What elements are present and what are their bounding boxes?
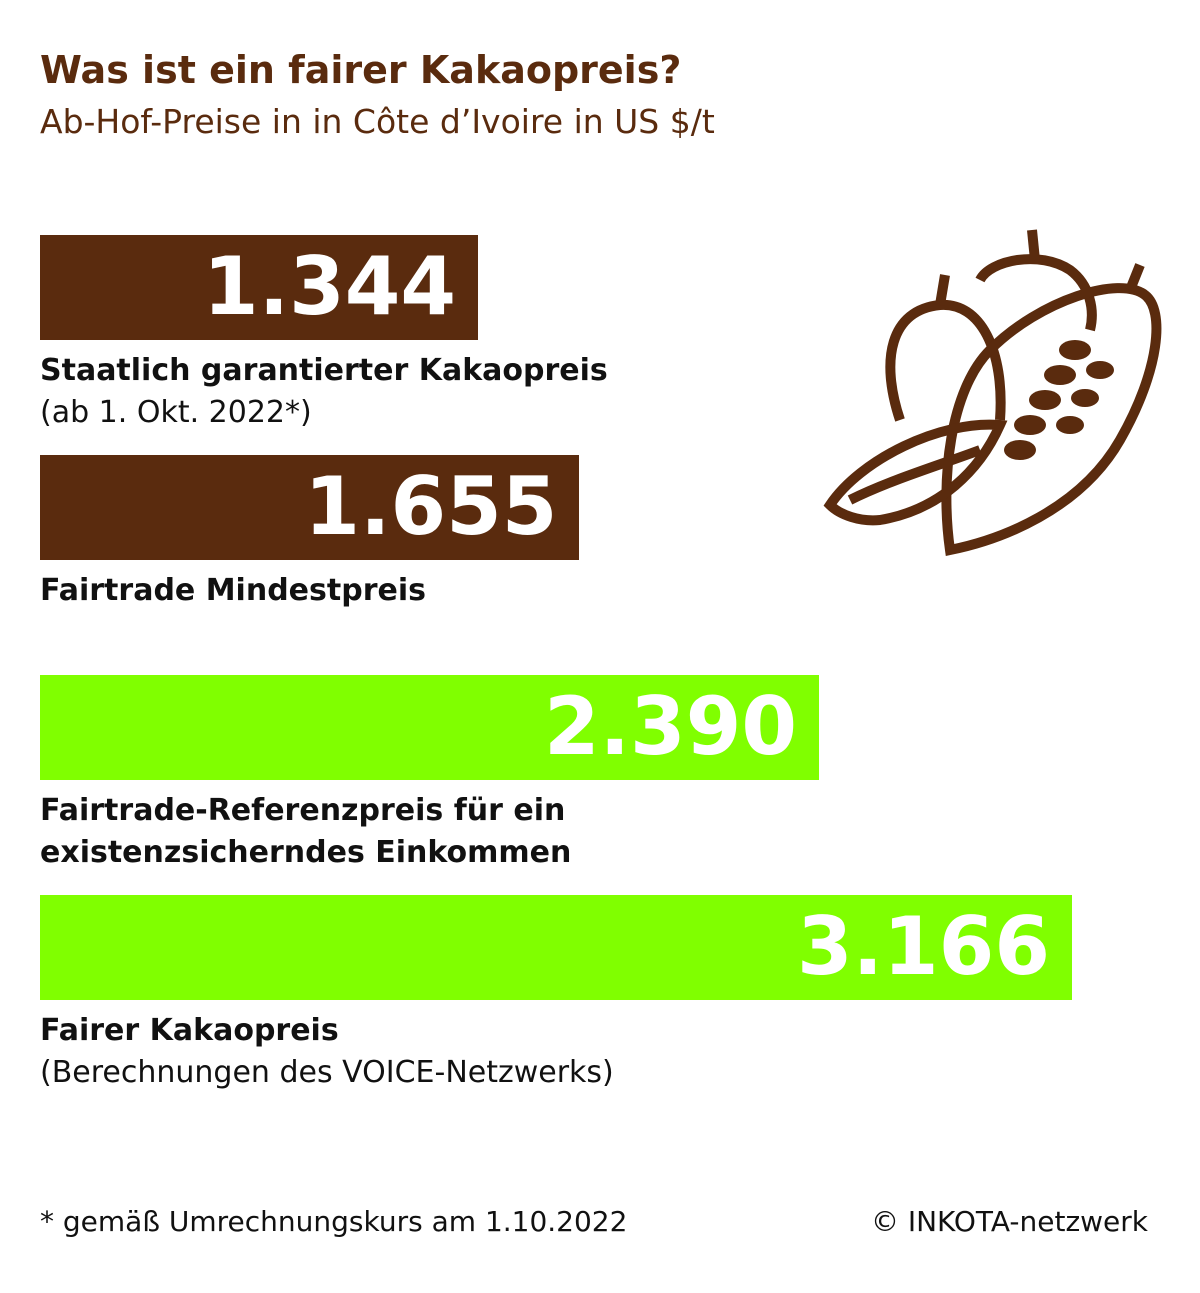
value-label: 2.390 xyxy=(544,680,798,773)
category-label: Fairtrade-Referenzpreis für ein existenz… xyxy=(40,793,572,870)
chart-subtitle: Ab-Hof-Preise in in Côte d’Ivoire in US … xyxy=(40,102,715,141)
category-label: Fairer Kakaopreis xyxy=(40,1013,339,1048)
bar: 2.390 xyxy=(40,675,820,780)
value-label: 1.655 xyxy=(304,460,558,553)
chart-title: Was ist ein fairer Kakaopreis? xyxy=(40,48,682,92)
bar: 1.655 xyxy=(40,455,580,560)
value-label: 3.166 xyxy=(796,900,1050,993)
value-label: 1.344 xyxy=(203,240,457,333)
source: © INKOTA-netzwerk xyxy=(870,1205,1148,1238)
bar: 3.166 xyxy=(40,895,1072,1000)
category-label: Fairtrade Mindestpreis xyxy=(40,573,426,608)
category-label: Staatlich garantierter Kakaopreis xyxy=(40,353,608,388)
bar: 1.344 xyxy=(40,235,479,340)
category-note: (ab 1. Okt. 2022*) xyxy=(40,395,312,430)
category-note: (Berechnungen des VOICE-Netzwerks) xyxy=(40,1055,614,1090)
cocoa-icon xyxy=(823,229,1162,556)
footnote: * gemäß Umrechnungskurs am 1.10.2022 xyxy=(40,1205,628,1238)
